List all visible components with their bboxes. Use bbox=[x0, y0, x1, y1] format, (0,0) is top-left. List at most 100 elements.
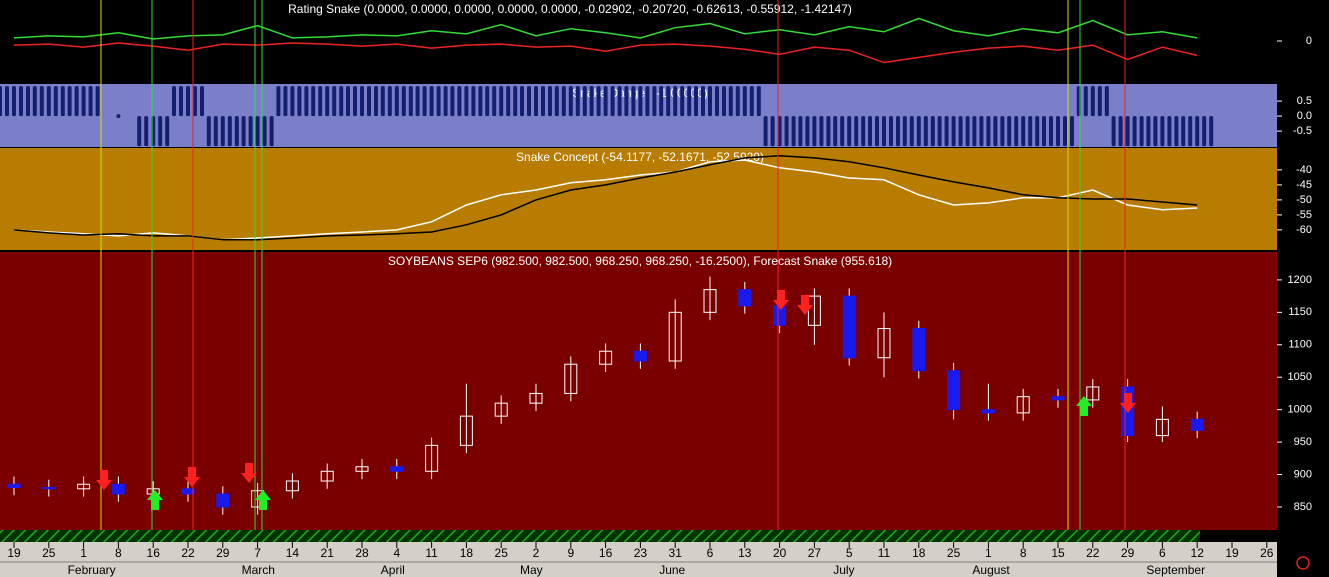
pane-background bbox=[0, 0, 1277, 82]
x-tick-label: 19 bbox=[1225, 546, 1239, 560]
bar bbox=[290, 86, 295, 117]
bar bbox=[1167, 116, 1172, 147]
bar bbox=[471, 86, 476, 117]
bar bbox=[1146, 116, 1151, 147]
x-tick-label: 11 bbox=[878, 546, 891, 560]
bar bbox=[868, 116, 872, 147]
month-label: April bbox=[381, 563, 405, 577]
bar bbox=[492, 86, 497, 117]
bar bbox=[506, 86, 511, 117]
candle-body bbox=[216, 493, 230, 508]
buy-arrow bbox=[147, 490, 163, 510]
bar bbox=[478, 86, 483, 117]
bar bbox=[387, 86, 392, 117]
bar bbox=[297, 86, 302, 117]
bar bbox=[673, 86, 678, 117]
bar bbox=[186, 86, 190, 117]
bar bbox=[742, 86, 747, 117]
bar bbox=[1014, 116, 1019, 147]
bar bbox=[485, 86, 490, 117]
bar bbox=[443, 86, 448, 117]
bar bbox=[680, 86, 685, 117]
bar bbox=[784, 116, 789, 147]
x-tick-label: 29 bbox=[1121, 546, 1135, 560]
bar bbox=[1035, 116, 1040, 147]
bar bbox=[206, 116, 211, 147]
bar bbox=[26, 86, 30, 117]
y-tick-label: -50 bbox=[1296, 194, 1312, 206]
candle-body bbox=[703, 289, 717, 313]
x-tick-label: 25 bbox=[42, 546, 56, 560]
bar bbox=[172, 86, 176, 117]
bar bbox=[652, 86, 657, 117]
y-tick-label: -55 bbox=[1296, 209, 1312, 221]
x-tick-label: 16 bbox=[147, 546, 161, 560]
x-tick-label: 4 bbox=[393, 546, 400, 560]
candle-body bbox=[981, 409, 995, 414]
bar bbox=[234, 116, 239, 147]
bar bbox=[1070, 116, 1074, 147]
bar bbox=[248, 116, 253, 147]
bar bbox=[638, 86, 643, 117]
bar bbox=[325, 86, 330, 117]
bar bbox=[603, 86, 608, 117]
x-tick-label: 28 bbox=[355, 546, 369, 560]
buy-arrow bbox=[1076, 396, 1092, 416]
bar bbox=[1063, 116, 1067, 147]
bar bbox=[1028, 116, 1033, 147]
candle-body bbox=[599, 350, 613, 365]
x-tick-label: 12 bbox=[1191, 546, 1205, 560]
x-tick-label: 5 bbox=[846, 546, 853, 560]
y-tick-label: -40 bbox=[1296, 164, 1312, 176]
bar bbox=[1104, 86, 1109, 117]
sell-arrow bbox=[797, 295, 813, 315]
sell-arrow bbox=[184, 467, 200, 487]
bar bbox=[12, 86, 16, 117]
candle-body bbox=[842, 295, 856, 359]
x-tick-label: 15 bbox=[1051, 546, 1065, 560]
bar bbox=[534, 86, 538, 117]
bar bbox=[513, 86, 518, 117]
bar bbox=[722, 86, 726, 117]
bar bbox=[958, 116, 963, 147]
bar bbox=[909, 116, 914, 147]
bar bbox=[659, 86, 664, 117]
bar bbox=[875, 116, 879, 147]
x-tick-label: 29 bbox=[216, 546, 230, 560]
bar bbox=[840, 116, 845, 147]
bar bbox=[854, 116, 859, 147]
bar bbox=[457, 86, 462, 117]
bar bbox=[1090, 86, 1095, 117]
candle-body bbox=[877, 328, 891, 359]
bar bbox=[554, 86, 559, 117]
y-tick-label: 1200 bbox=[1288, 274, 1312, 286]
bar bbox=[220, 116, 225, 147]
bar bbox=[1181, 116, 1186, 147]
candle-body bbox=[668, 311, 682, 362]
bar bbox=[986, 116, 991, 147]
right-axis bbox=[1277, 0, 1329, 577]
date-axis bbox=[0, 542, 1277, 577]
bar bbox=[624, 86, 629, 117]
pane: Snake Concept (-54.1177, -52.1671, -52.5… bbox=[0, 148, 1277, 250]
candle-body bbox=[1051, 396, 1065, 401]
bar bbox=[882, 116, 886, 147]
x-tick-label: 19 bbox=[7, 546, 21, 560]
bar bbox=[269, 116, 274, 147]
bar bbox=[116, 114, 121, 119]
month-label: May bbox=[520, 563, 543, 577]
bar bbox=[1132, 116, 1137, 147]
candle-body bbox=[1190, 418, 1204, 431]
bar bbox=[735, 86, 740, 117]
bar bbox=[81, 86, 86, 117]
candle-body bbox=[181, 488, 195, 495]
bar bbox=[527, 86, 531, 117]
bar bbox=[332, 86, 337, 117]
bar bbox=[1202, 116, 1207, 147]
bar bbox=[701, 86, 705, 117]
bar bbox=[687, 86, 692, 117]
pane: Snake Danger (-1.00000) bbox=[0, 84, 1277, 147]
bar bbox=[95, 86, 100, 117]
x-tick-label: 14 bbox=[286, 546, 300, 560]
bar bbox=[756, 86, 761, 117]
